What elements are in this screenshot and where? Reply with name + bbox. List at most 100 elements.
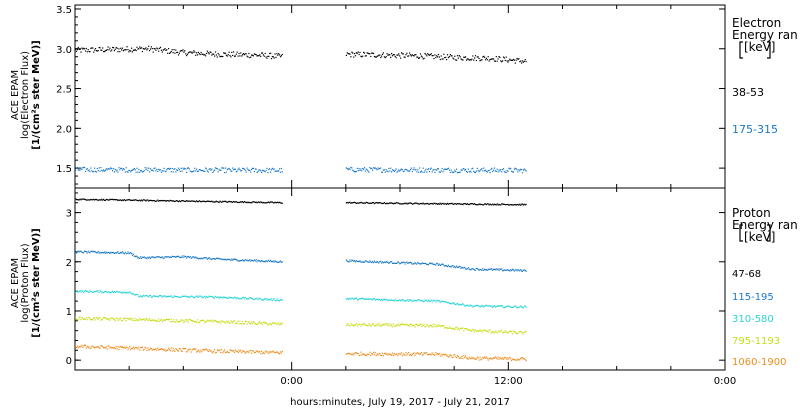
- data-point: [448, 203, 450, 205]
- data-point: [183, 255, 185, 257]
- data-point: [521, 270, 524, 272]
- data-point: [388, 202, 390, 204]
- proton-legend-title-2: Energy ran: [732, 218, 798, 232]
- data-point: [264, 351, 266, 353]
- data-point: [429, 300, 431, 302]
- data-point: [468, 59, 470, 61]
- data-point: [172, 347, 174, 349]
- data-point: [90, 47, 92, 49]
- data-point: [98, 347, 100, 349]
- data-point: [153, 168, 155, 170]
- data-point: [100, 290, 102, 292]
- data-point: [149, 199, 152, 201]
- data-point: [493, 331, 495, 333]
- data-point: [516, 204, 518, 206]
- data-point: [428, 300, 431, 302]
- data-point: [272, 168, 274, 170]
- data-point: [142, 318, 144, 320]
- data-point: [182, 348, 184, 350]
- data-point: [465, 203, 467, 205]
- data-point: [211, 351, 213, 353]
- data-point: [135, 50, 137, 52]
- data-point: [250, 202, 252, 204]
- data-point: [389, 323, 391, 325]
- data-point: [367, 261, 369, 263]
- data-point: [432, 299, 434, 301]
- electron-ylabel-line-2: log(Electron Flux): [20, 51, 31, 139]
- data-point: [381, 298, 383, 300]
- data-point: [360, 298, 362, 300]
- data-point: [363, 323, 366, 325]
- data-point: [460, 304, 462, 306]
- data-point: [103, 291, 106, 293]
- data-point: [239, 350, 241, 353]
- data-point: [521, 357, 523, 359]
- data-point: [281, 299, 283, 301]
- data-point: [445, 326, 447, 329]
- data-point: [350, 322, 352, 324]
- data-point: [393, 352, 395, 354]
- data-point: [382, 202, 384, 204]
- data-point: [506, 306, 508, 308]
- data-point: [235, 53, 237, 55]
- data-point: [227, 258, 229, 260]
- data-point: [495, 331, 497, 333]
- data-point: [247, 201, 249, 203]
- data-point: [131, 347, 133, 350]
- data-point: [451, 302, 453, 304]
- data-point: [351, 202, 353, 204]
- data-point: [121, 292, 123, 294]
- data-point: [256, 171, 258, 174]
- data-point: [502, 305, 504, 307]
- data-point: [210, 350, 212, 352]
- data-point: [362, 55, 364, 57]
- data-point: [92, 291, 94, 293]
- data-point: [480, 269, 482, 271]
- data-point: [186, 350, 189, 352]
- data-point: [381, 262, 383, 264]
- data-point: [101, 319, 103, 321]
- data-point: [504, 356, 506, 358]
- data-point: [256, 351, 258, 353]
- data-point: [241, 298, 243, 300]
- data-point: [85, 47, 87, 50]
- data-point: [270, 324, 273, 326]
- data-point: [380, 56, 382, 59]
- data-point: [171, 321, 173, 323]
- data-point: [219, 320, 221, 323]
- data-point: [400, 52, 403, 54]
- data-point: [190, 51, 192, 53]
- data-point: [469, 329, 471, 331]
- data-point: [224, 322, 227, 324]
- data-point: [164, 348, 166, 350]
- data-point: [119, 252, 121, 254]
- data-point: [121, 199, 124, 201]
- data-point: [492, 358, 494, 360]
- data-point: [429, 262, 431, 264]
- data-point: [138, 48, 140, 50]
- data-point: [500, 60, 502, 62]
- data-point: [377, 354, 379, 356]
- data-point: [381, 354, 383, 357]
- data-point: [365, 260, 367, 262]
- data-point: [382, 323, 384, 325]
- data-point: [465, 305, 467, 307]
- data-point: [196, 295, 198, 297]
- data-point: [82, 317, 84, 319]
- data-point: [121, 47, 124, 49]
- data-point: [93, 51, 95, 53]
- data-point: [449, 54, 451, 56]
- data-point: [397, 261, 399, 263]
- data-point: [156, 168, 158, 171]
- data-point: [144, 167, 146, 169]
- data-point: [386, 53, 388, 55]
- data-point: [397, 54, 399, 56]
- data-point: [163, 349, 165, 352]
- data-point: [265, 350, 267, 352]
- data-point: [494, 60, 496, 62]
- data-point: [263, 353, 265, 355]
- data-point: [117, 251, 119, 253]
- data-point: [214, 201, 217, 203]
- data-point: [95, 252, 97, 254]
- data-point: [84, 250, 87, 252]
